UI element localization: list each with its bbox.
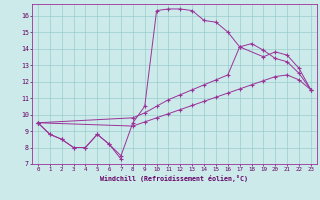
X-axis label: Windchill (Refroidissement éolien,°C): Windchill (Refroidissement éolien,°C) (100, 175, 248, 182)
